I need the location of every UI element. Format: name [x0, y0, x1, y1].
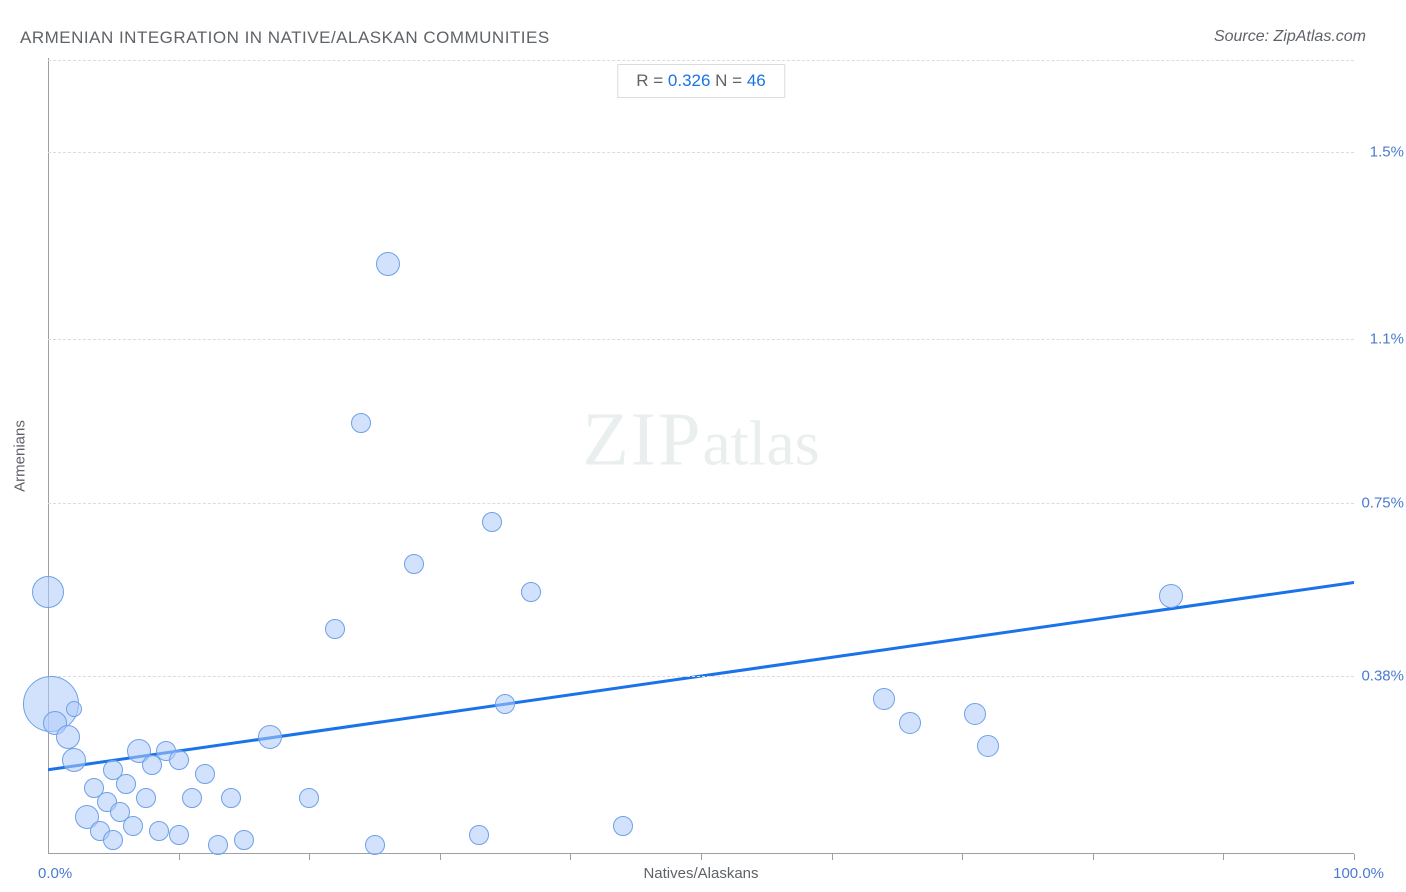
data-point[interactable]	[469, 825, 489, 845]
n-label: N =	[710, 71, 746, 90]
stats-box: R = 0.326 N = 46	[617, 64, 785, 98]
data-point[interactable]	[977, 735, 999, 757]
x-tick	[440, 854, 441, 860]
data-point[interactable]	[149, 821, 169, 841]
data-point[interactable]	[136, 788, 156, 808]
y-axis-line	[48, 58, 49, 854]
chart-container: ARMENIAN INTEGRATION IN NATIVE/ALASKAN C…	[0, 0, 1406, 892]
data-point[interactable]	[169, 825, 189, 845]
data-point[interactable]	[116, 774, 136, 794]
data-point[interactable]	[66, 701, 82, 717]
data-point[interactable]	[404, 554, 424, 574]
data-point[interactable]	[482, 512, 502, 532]
x-axis-min-label: 0.0%	[38, 865, 72, 882]
y-tick-label: 0.38%	[1361, 668, 1404, 685]
data-point[interactable]	[495, 694, 515, 714]
x-tick	[962, 854, 963, 860]
gridline-h	[48, 339, 1354, 340]
watermark-text-big: ZIP	[582, 398, 702, 482]
data-point[interactable]	[299, 788, 319, 808]
data-point[interactable]	[351, 413, 371, 433]
data-point[interactable]	[32, 576, 64, 608]
data-point[interactable]	[208, 835, 228, 855]
data-point[interactable]	[234, 830, 254, 850]
data-point[interactable]	[1159, 584, 1183, 608]
data-point[interactable]	[169, 750, 189, 770]
y-tick-label: 1.5%	[1370, 143, 1404, 160]
x-tick	[1093, 854, 1094, 860]
data-point[interactable]	[521, 582, 541, 602]
y-tick-label: 0.75%	[1361, 494, 1404, 511]
x-tick	[570, 854, 571, 860]
data-point[interactable]	[103, 830, 123, 850]
n-value: 46	[747, 71, 766, 90]
data-point[interactable]	[221, 788, 241, 808]
data-point[interactable]	[56, 725, 80, 749]
r-value: 0.326	[668, 71, 711, 90]
watermark: ZIPatlas	[582, 397, 819, 484]
scatter-chart: ZIPatlas R = 0.326 N = 46 Armenians Nati…	[48, 58, 1354, 854]
data-point[interactable]	[182, 788, 202, 808]
data-point[interactable]	[123, 816, 143, 836]
x-axis-max-label: 100.0%	[1333, 865, 1384, 882]
x-axis-label: Natives/Alaskans	[643, 865, 758, 882]
source-attribution: Source: ZipAtlas.com	[1214, 28, 1366, 46]
data-point[interactable]	[873, 688, 895, 710]
x-tick	[1354, 854, 1355, 860]
plot-area: ZIPatlas R = 0.326 N = 46 Armenians Nati…	[48, 58, 1354, 854]
data-point[interactable]	[365, 835, 385, 855]
data-point[interactable]	[376, 252, 400, 276]
x-tick	[832, 854, 833, 860]
data-point[interactable]	[325, 619, 345, 639]
data-point[interactable]	[964, 703, 986, 725]
data-point[interactable]	[195, 764, 215, 784]
x-tick	[179, 854, 180, 860]
x-tick	[1223, 854, 1224, 860]
watermark-text-small: atlas	[702, 408, 819, 479]
r-label: R =	[636, 71, 668, 90]
chart-title: ARMENIAN INTEGRATION IN NATIVE/ALASKAN C…	[20, 28, 550, 48]
data-point[interactable]	[613, 816, 633, 836]
y-axis-label: Armenians	[12, 420, 29, 492]
data-point[interactable]	[258, 725, 282, 749]
gridline-h	[48, 60, 1354, 61]
data-point[interactable]	[899, 712, 921, 734]
trend-line	[48, 58, 1354, 854]
gridline-h	[48, 676, 1354, 677]
x-tick	[309, 854, 310, 860]
data-point[interactable]	[62, 748, 86, 772]
y-tick-label: 1.1%	[1370, 330, 1404, 347]
x-tick	[701, 854, 702, 860]
gridline-h	[48, 152, 1354, 153]
gridline-h	[48, 503, 1354, 504]
